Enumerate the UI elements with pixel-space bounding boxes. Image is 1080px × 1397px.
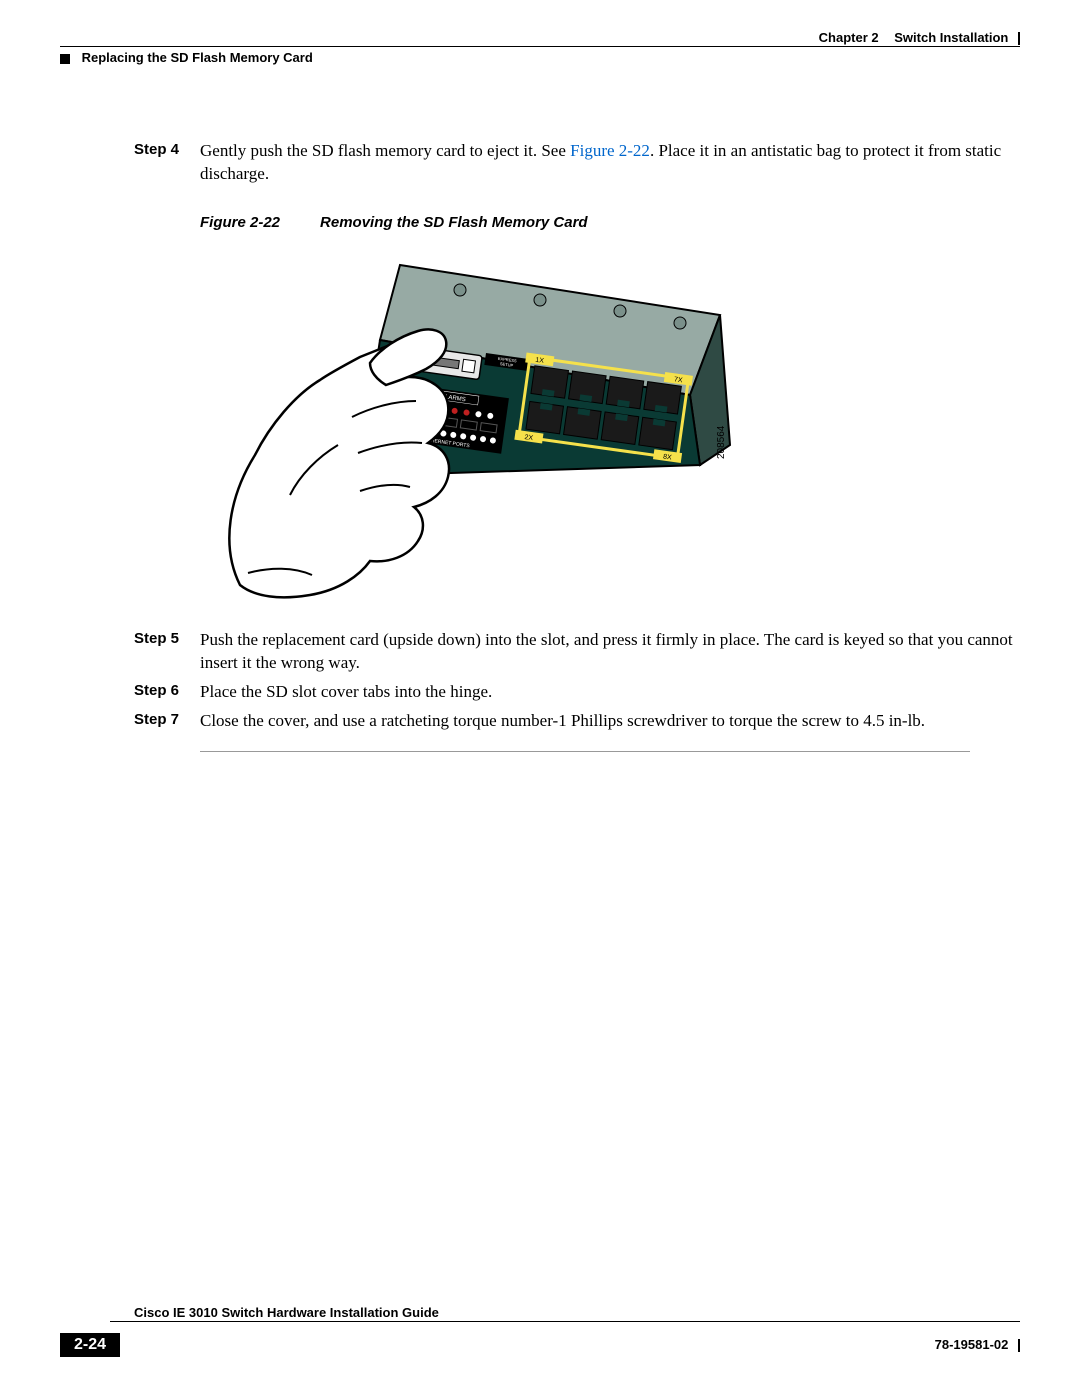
step-label: Step 4 [60, 140, 200, 186]
step-row: Step 4 Gently push the SD flash memory c… [60, 140, 1020, 186]
section-title: Replacing the SD Flash Memory Card [82, 50, 313, 65]
port-label-7x: 7X [673, 376, 683, 384]
figure-number: Figure 2-22 [200, 214, 280, 231]
step-row: Step 7 Close the cover, and use a ratche… [60, 710, 1020, 733]
page-header: Chapter 2 Switch Installation Replacing … [60, 30, 1020, 70]
step-body: Place the SD slot cover tabs into the hi… [200, 681, 1020, 704]
step-row: Step 6 Place the SD slot cover tabs into… [60, 681, 1020, 704]
figure-caption: Figure 2-22 Removing the SD Flash Memory … [200, 214, 1020, 231]
doc-number: 78-19581-02 [935, 1337, 1020, 1352]
step-label: Step 6 [60, 681, 200, 704]
step-text: Push the replacement card (upside down) … [200, 630, 1013, 672]
step-row: Step 5 Push the replacement card (upside… [60, 629, 1020, 675]
step-text: Place the SD slot cover tabs into the hi… [200, 682, 492, 701]
figure-id-number: 208564 [716, 425, 727, 459]
step-label: Step 5 [60, 629, 200, 675]
header-tick [1018, 32, 1020, 45]
footer-rule [110, 1321, 1020, 1322]
step-body: Gently push the SD flash memory card to … [200, 140, 1020, 186]
section-end-rule [200, 751, 970, 752]
header-right: Chapter 2 Switch Installation [819, 30, 1020, 45]
chapter-label: Chapter 2 [819, 30, 879, 45]
step-text: Close the cover, and use a ratcheting to… [200, 711, 925, 730]
port-label-1x: 1X [535, 357, 545, 365]
header-bullet-icon [60, 54, 70, 64]
figure-image: EXPRESS SETUP 1X 7X 2X 8X [200, 245, 760, 605]
step-body: Push the replacement card (upside down) … [200, 629, 1020, 675]
hand-icon [229, 329, 449, 597]
step-label: Step 7 [60, 710, 200, 733]
header-rule [60, 46, 1020, 47]
chapter-title: Switch Installation [894, 30, 1008, 45]
footer-tick [1018, 1339, 1020, 1352]
figure-link[interactable]: Figure 2-22 [570, 141, 650, 160]
page-number: 2-24 [60, 1333, 120, 1357]
header-left: Replacing the SD Flash Memory Card [60, 50, 313, 65]
step-text: Gently push the SD flash memory card to … [200, 141, 570, 160]
port-label-2x: 2X [524, 434, 534, 442]
page-footer: Cisco IE 3010 Switch Hardware Installati… [60, 1311, 1020, 1357]
doc-number-text: 78-19581-02 [935, 1337, 1009, 1352]
guide-title: Cisco IE 3010 Switch Hardware Installati… [134, 1305, 445, 1320]
step-body: Close the cover, and use a ratcheting to… [200, 710, 1020, 733]
figure-title: Removing the SD Flash Memory Card [320, 214, 588, 231]
port-label-8x: 8X [663, 453, 673, 461]
steps-block: Step 4 Gently push the SD flash memory c… [60, 140, 1020, 752]
